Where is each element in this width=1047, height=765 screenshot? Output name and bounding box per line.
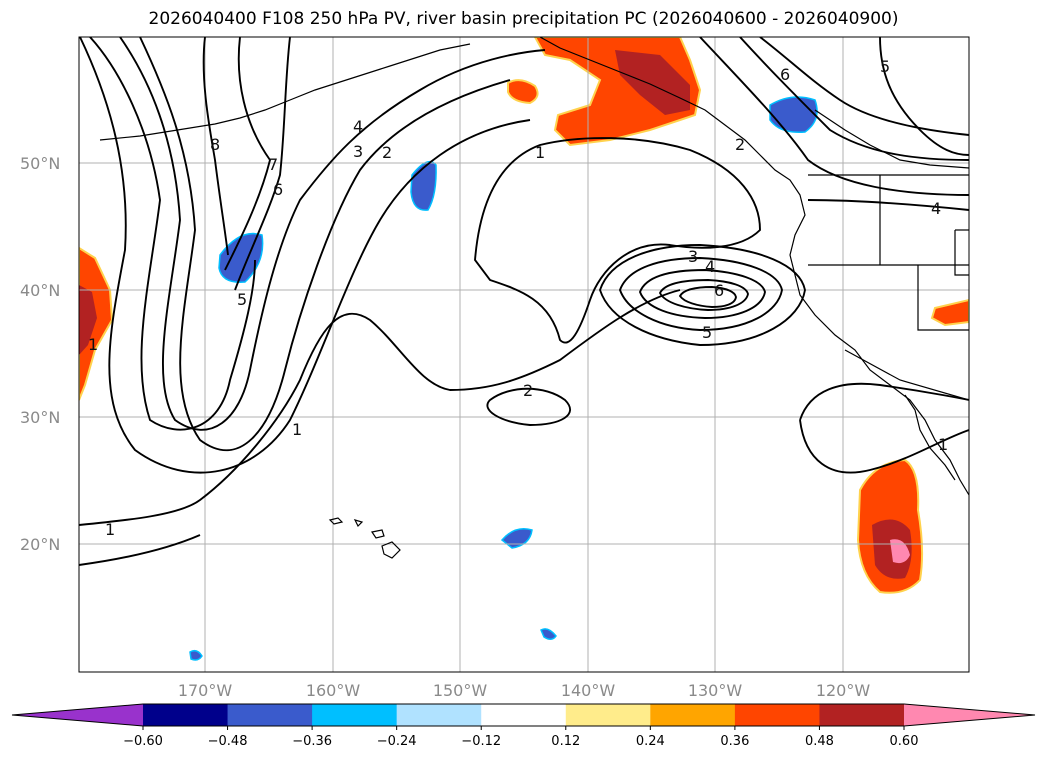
lon-label: 150°W <box>433 681 488 700</box>
pv-contour-1 <box>79 289 681 526</box>
contour-label: 7 <box>268 155 278 174</box>
contour-label: 2 <box>382 143 392 162</box>
contour-label: 1 <box>292 420 302 439</box>
colorbar-tick-label: 0.36 <box>720 734 749 749</box>
contour-label: 4 <box>931 199 941 218</box>
pv-contour-2n <box>739 37 969 161</box>
contour-label: 1 <box>938 435 948 454</box>
precip-positive-core <box>615 50 690 115</box>
pv-contour-4c <box>618 257 783 331</box>
pv-contour-2 <box>79 37 531 474</box>
colorbar-tick-label: −0.12 <box>461 734 501 749</box>
lat-label: 30°N <box>20 408 60 427</box>
contour-label: 6 <box>714 281 724 300</box>
precip-negative-blob <box>540 628 557 640</box>
colorbar-tick-label: 0.48 <box>805 734 834 749</box>
colorbar-tick-label: −0.36 <box>292 734 332 749</box>
precip-positive-core <box>79 285 97 355</box>
colorbar-segment <box>565 704 651 726</box>
contour-label: 2 <box>735 135 745 154</box>
pv-contour-6 <box>234 37 291 291</box>
pv-contour-1e <box>799 419 969 474</box>
lat-labels: 50°N 40°N 30°N 20°N <box>20 154 60 554</box>
precip-negative-blob <box>189 649 203 661</box>
colorbar-tick-label: −0.24 <box>377 734 417 749</box>
contour-label: 6 <box>780 65 790 84</box>
precip-negative-blob <box>500 528 533 549</box>
colorbar-segment <box>481 704 567 726</box>
lon-label: 120°W <box>816 681 871 700</box>
colorbar-tick-label: −0.48 <box>208 734 248 749</box>
contour-label: 6 <box>273 180 283 199</box>
pv-contour-7c <box>678 286 737 308</box>
contour-label: 3 <box>688 247 698 266</box>
pv-contour-3c <box>598 244 806 346</box>
contour-labels: 8 7 6 5 4 3 2 1 2 1 3 4 6 5 2 1 1 4 5 6 … <box>88 57 948 539</box>
colorbar-segment <box>227 704 313 726</box>
pv-contour-5c <box>638 269 766 319</box>
precip-negative-blob <box>769 96 818 133</box>
lon-labels: 170°W 160°W 150°W 140°W 130°W 120°W <box>178 681 871 700</box>
pv-contours <box>79 37 969 566</box>
contour-label: 2 <box>523 381 533 400</box>
colorbar-segment <box>312 704 398 726</box>
precip-positive-blob <box>507 79 539 105</box>
lon-label: 160°W <box>306 681 361 700</box>
contour-label: 5 <box>237 290 247 309</box>
pv-contour-1d <box>799 382 969 421</box>
contour-label: 5 <box>880 57 890 76</box>
pv-contour-4n <box>807 199 969 211</box>
pv-contour-3 <box>139 37 511 452</box>
colorbar-segment <box>650 704 736 726</box>
contour-label: 1 <box>88 335 98 354</box>
pv-contour-1s <box>79 534 201 566</box>
colorbar-segment <box>734 704 820 726</box>
pv-contour-1n <box>699 37 969 196</box>
contour-label: 5 <box>702 323 712 342</box>
contour-label: 3 <box>353 142 363 161</box>
colorbar: −0.60 −0.48 −0.36 −0.24 −0.12 0.12 0.24 0.36 0.4… <box>11 703 1036 749</box>
map-area <box>79 37 969 672</box>
colorbar-segment <box>143 704 229 726</box>
map-title: 2026040400 F108 250 hPa PV, river basin … <box>148 9 899 29</box>
lon-label: 130°W <box>688 681 743 700</box>
colorbar-segment <box>819 704 905 726</box>
precip-shading <box>79 37 969 661</box>
colorbar-extend-min <box>12 704 143 726</box>
pv-contour-2b <box>486 387 572 426</box>
colorbar-tick-label: −0.60 <box>123 734 163 749</box>
pv-contour-1b <box>474 137 761 344</box>
precip-positive-blob <box>79 246 114 401</box>
precip-positive-blob <box>930 298 969 327</box>
contour-label: 4 <box>353 117 363 136</box>
precip-positive-peak <box>890 539 910 564</box>
pv-contour-8 <box>202 37 229 256</box>
pv-contour-5 <box>89 37 256 431</box>
colorbar-tick-label: 0.12 <box>551 734 580 749</box>
colorbar-tick-label: 0.24 <box>636 734 665 749</box>
colorbar-extend-max <box>904 704 1035 726</box>
pv-contour-6c <box>658 279 749 311</box>
lon-label: 170°W <box>178 681 233 700</box>
pv-contour-5n <box>879 37 969 156</box>
lon-label: 140°W <box>561 681 616 700</box>
colorbar-tick-label: 0.60 <box>890 734 919 749</box>
pv-contour-7 <box>224 37 272 271</box>
contour-label: 8 <box>210 135 220 154</box>
pv-contour-4 <box>119 37 546 431</box>
lat-label: 40°N <box>20 281 60 300</box>
lat-label: 20°N <box>20 535 60 554</box>
colorbar-segment <box>396 704 482 726</box>
contour-label: 1 <box>105 520 115 539</box>
map-frame <box>78 36 970 673</box>
contour-label: 1 <box>535 143 545 162</box>
pv-contour-3n <box>759 37 969 136</box>
lat-label: 50°N <box>20 154 60 173</box>
contour-label: 4 <box>705 257 715 276</box>
